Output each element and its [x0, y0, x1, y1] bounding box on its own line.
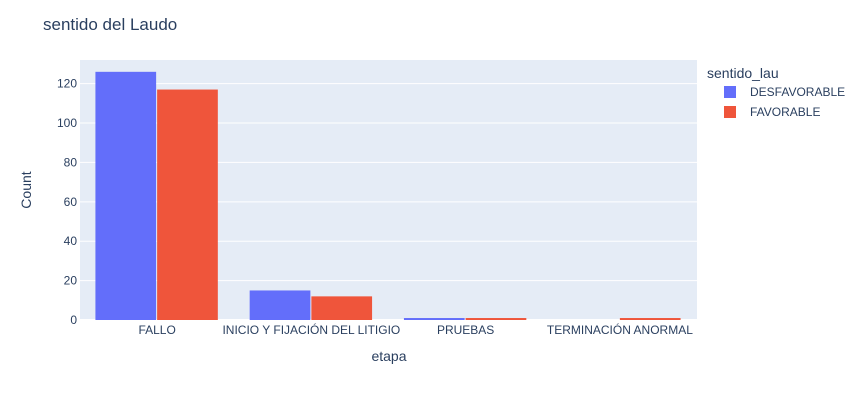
x-tick-label: PRUEBAS	[437, 323, 494, 337]
bar-favorable	[157, 89, 218, 320]
y-tick-label: 80	[64, 155, 78, 169]
bar-desfavorable	[403, 318, 465, 320]
legend: sentido_lau DESFAVORABLE FAVORABLE	[707, 65, 845, 119]
x-tick-label: TERMINACIÓN ANORMAL	[547, 322, 693, 337]
bars	[95, 71, 681, 321]
y-tick-label: 120	[57, 77, 77, 91]
y-tick-label: 100	[57, 116, 77, 130]
legend-swatch	[724, 86, 736, 98]
y-axis-ticks: 0 20 40 60 80 100 120	[57, 77, 77, 327]
y-axis-label: Count	[18, 171, 34, 208]
bar-desfavorable	[249, 290, 311, 320]
legend-label: DESFAVORABLE	[750, 85, 845, 99]
x-axis-label: etapa	[371, 348, 406, 364]
y-tick-label: 20	[64, 274, 78, 288]
y-tick-label: 40	[64, 234, 78, 248]
legend-title: sentido_lau	[707, 65, 779, 81]
y-tick-label: 0	[70, 313, 77, 327]
bar-favorable	[311, 296, 373, 320]
bar-desfavorable	[95, 71, 157, 321]
legend-label: FAVORABLE	[750, 105, 820, 119]
x-tick-label: FALLO	[138, 323, 175, 337]
x-tick-label: INICIO Y FIJACIÓN DEL LITIGIO	[222, 322, 400, 337]
chart-title: sentido del Laudo	[43, 15, 177, 34]
bar-favorable	[465, 318, 527, 320]
x-axis-ticks: FALLO INICIO Y FIJACIÓN DEL LITIGIO PRUEBA…	[138, 322, 693, 337]
legend-swatch	[724, 106, 736, 118]
y-tick-label: 60	[64, 195, 78, 209]
bar-favorable	[619, 318, 681, 320]
